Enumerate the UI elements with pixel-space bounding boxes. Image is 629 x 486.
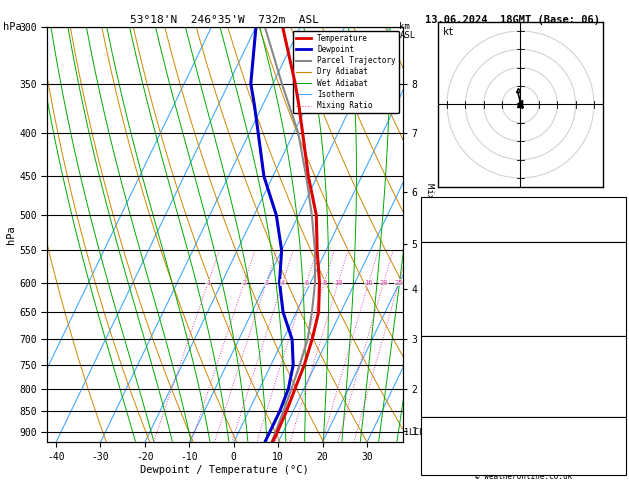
Text: -11: -11 <box>607 430 623 439</box>
Text: 1.81: 1.81 <box>602 226 623 235</box>
Text: 13.06.2024  18GMT (Base: 06): 13.06.2024 18GMT (Base: 06) <box>425 15 599 25</box>
Text: 20: 20 <box>379 279 388 285</box>
Text: StmSpd (kt): StmSpd (kt) <box>426 462 484 471</box>
Text: CAPE (J): CAPE (J) <box>426 390 469 399</box>
Text: 310: 310 <box>607 365 623 374</box>
Text: Surface: Surface <box>505 246 542 255</box>
Text: 4: 4 <box>281 279 285 285</box>
Text: 2: 2 <box>242 279 247 285</box>
Text: StmDir: StmDir <box>426 451 458 460</box>
Text: Lifted Index: Lifted Index <box>426 378 489 386</box>
Text: 16: 16 <box>364 279 373 285</box>
Text: kt: kt <box>443 27 455 37</box>
Text: Dewp (°C): Dewp (°C) <box>426 271 474 280</box>
Text: 650: 650 <box>607 353 623 362</box>
Text: θₑ(K): θₑ(K) <box>426 284 453 293</box>
Text: 0: 0 <box>618 309 623 318</box>
Y-axis label: hPa: hPa <box>6 225 16 244</box>
Text: 24: 24 <box>612 200 623 209</box>
Text: 0: 0 <box>618 390 623 399</box>
Text: © weatheronline.co.uk: © weatheronline.co.uk <box>475 472 572 481</box>
Text: CIN (J): CIN (J) <box>426 402 463 411</box>
Text: Temp (°C): Temp (°C) <box>426 259 474 267</box>
Text: CIN (J): CIN (J) <box>426 322 463 330</box>
Text: EH: EH <box>426 430 437 439</box>
Text: PW (cm): PW (cm) <box>426 226 463 235</box>
Text: K: K <box>426 200 431 209</box>
Text: hPa: hPa <box>3 22 22 32</box>
Text: 3: 3 <box>618 378 623 386</box>
Text: CAPE (J): CAPE (J) <box>426 309 469 318</box>
Text: -8: -8 <box>612 441 623 450</box>
Text: 7: 7 <box>618 271 623 280</box>
Text: 6: 6 <box>618 462 623 471</box>
Text: SREH: SREH <box>426 441 447 450</box>
Text: 8.7: 8.7 <box>607 259 623 267</box>
Text: 43: 43 <box>612 213 623 222</box>
Text: 25: 25 <box>394 279 403 285</box>
Y-axis label: Mixing Ratio (g/kg): Mixing Ratio (g/kg) <box>425 183 434 286</box>
Text: 332°: 332° <box>602 451 623 460</box>
Text: 6: 6 <box>304 279 309 285</box>
Text: Hodograph: Hodograph <box>500 419 547 429</box>
Legend: Temperature, Dewpoint, Parcel Trajectory, Dry Adiabat, Wet Adiabat, Isotherm, Mi: Temperature, Dewpoint, Parcel Trajectory… <box>292 31 399 113</box>
Text: Totals Totals: Totals Totals <box>426 213 495 222</box>
Text: 306: 306 <box>607 284 623 293</box>
Text: 1: 1 <box>206 279 210 285</box>
Text: θₑ (K): θₑ (K) <box>426 365 458 374</box>
Text: 3: 3 <box>264 279 269 285</box>
Text: 1LCL: 1LCL <box>404 428 424 436</box>
Text: Pressure (mb): Pressure (mb) <box>426 353 495 362</box>
Text: 0: 0 <box>618 322 623 330</box>
Text: 8: 8 <box>322 279 326 285</box>
Text: 10: 10 <box>334 279 343 285</box>
Text: 0: 0 <box>618 402 623 411</box>
Text: km
ASL: km ASL <box>399 22 416 40</box>
Text: Lifted Index: Lifted Index <box>426 296 489 305</box>
X-axis label: Dewpoint / Temperature (°C): Dewpoint / Temperature (°C) <box>140 465 309 475</box>
Text: Most Unstable: Most Unstable <box>489 341 558 349</box>
Text: 6: 6 <box>618 296 623 305</box>
Title: 53°18'N  246°35'W  732m  ASL: 53°18'N 246°35'W 732m ASL <box>130 15 320 25</box>
